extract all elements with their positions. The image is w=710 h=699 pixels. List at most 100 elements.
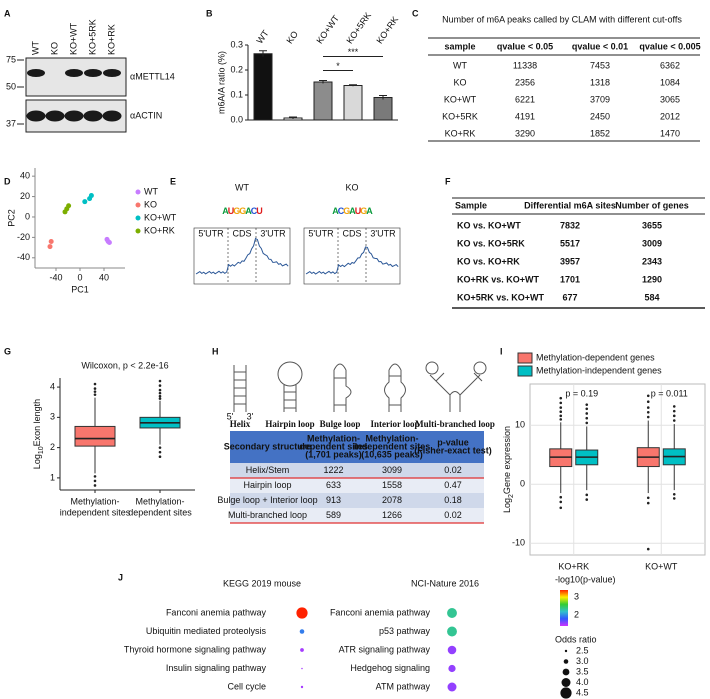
outlier — [93, 387, 97, 390]
outlier — [93, 393, 97, 396]
motif-logo: AUGGACU — [222, 206, 262, 216]
y-label-text: Exon length — [32, 399, 42, 447]
motif-letter: A — [349, 206, 356, 216]
table-header: (10,635 peaks) — [361, 449, 423, 459]
table-header: Differential m6A sites — [524, 200, 616, 210]
table-cell: 1470 — [660, 128, 680, 138]
outlier — [559, 410, 563, 414]
table-row-bg — [230, 493, 484, 508]
size-legend-dot — [563, 659, 569, 664]
table-header-bg — [230, 431, 484, 463]
table-header: independent sites — [354, 441, 431, 451]
outlier — [559, 401, 563, 405]
motif-letter: C — [338, 206, 345, 216]
table-cell: 1084 — [660, 77, 680, 87]
motif-logo: ACGAUGA — [332, 206, 373, 216]
metagene-curve — [305, 246, 399, 275]
region-label: CDS — [342, 228, 361, 238]
blot-band — [102, 110, 122, 122]
panel-title: KEGG 2019 mouse — [223, 578, 301, 588]
blot-membrane — [25, 57, 127, 97]
motif-title: KO — [345, 182, 358, 192]
region-label: 5'UTR — [198, 228, 224, 238]
metagene-curve — [195, 237, 289, 275]
panel-letter: A — [4, 8, 11, 18]
size-legend-dot — [564, 649, 568, 653]
point — [48, 238, 54, 244]
region-label: CDS — [232, 228, 251, 238]
blot-band — [83, 110, 103, 122]
x-tick-label: KO+WT — [314, 13, 341, 46]
table-cell: 0.18 — [444, 495, 462, 505]
table-cell: Bulge loop + Interior loop — [217, 495, 317, 505]
antibody-label: αACTIN — [130, 110, 162, 120]
blot-band — [84, 69, 102, 77]
size-legend-dot — [560, 687, 572, 699]
table-cell: KO — [453, 77, 466, 87]
table-header: Number of genes — [615, 200, 689, 210]
term-label: ATM pathway — [376, 681, 431, 691]
table-cell: 0.47 — [444, 480, 462, 490]
outlier — [559, 495, 563, 499]
outlier — [559, 418, 563, 421]
colorbar-tick-label: 3 — [574, 592, 579, 602]
table-cell: 3099 — [382, 465, 402, 475]
size-legend-label: 4.0 — [576, 677, 589, 687]
motif-title: WT — [235, 182, 249, 192]
x-axis-label: PC1 — [71, 284, 89, 294]
error-bar — [289, 116, 297, 119]
table-cell: 3655 — [642, 220, 662, 230]
point — [66, 203, 72, 209]
table-cell: KO vs. KO+5RK — [457, 238, 525, 248]
table-cell: 7453 — [590, 60, 610, 70]
structure-drawing — [473, 361, 487, 375]
colorbar — [560, 590, 568, 626]
table-cell: 584 — [644, 292, 659, 302]
outlier — [585, 407, 589, 411]
table-cell: Multi-branched loop — [228, 510, 307, 520]
table-header: qvalue < 0.005 — [639, 41, 700, 51]
x-tick-label: KO+RK — [374, 15, 400, 46]
table-title: Number of m6A peaks called by CLAM with … — [442, 14, 682, 24]
legend-label: WT — [144, 186, 158, 196]
panel-letter: G — [4, 346, 11, 356]
y-axis-label: Log10Exon length — [32, 399, 45, 469]
outlier — [158, 450, 162, 454]
panel-letter: D — [4, 176, 11, 186]
y-tick-label: 3 — [50, 412, 55, 422]
y-tick-label: 0.0 — [230, 114, 243, 124]
antibody-label: αMETTL14 — [130, 71, 175, 81]
motif-letter: G — [360, 206, 367, 216]
table-header: Secondary structure — [224, 441, 312, 451]
error-bar — [349, 84, 357, 87]
mw-marker: 75 — [6, 54, 16, 64]
lane-label: KO+5RK — [87, 19, 97, 55]
motif-letter: C — [251, 206, 258, 216]
outlier — [646, 496, 650, 500]
outlier — [646, 411, 650, 414]
table-header: (Fisher-exact test) — [414, 445, 492, 455]
table-cell: WT — [453, 60, 467, 70]
legend-label: KO+RK — [144, 225, 175, 235]
chart-title: Wilcoxon, p < 2.2e-16 — [81, 360, 168, 370]
outlier — [585, 421, 589, 425]
outlier — [646, 547, 650, 551]
motif-letter: G — [343, 206, 350, 216]
outlier — [646, 406, 650, 409]
table-row-bg — [230, 463, 484, 478]
motif-letter: U — [256, 206, 262, 216]
x-tick-label: WT — [254, 28, 271, 46]
y-tick-label: -40 — [17, 252, 30, 262]
term-label: Thyroid hormone signaling pathway — [124, 644, 267, 654]
table-cell: 0.02 — [444, 510, 462, 520]
dot — [447, 608, 457, 618]
outlier — [585, 498, 589, 501]
plot-frame — [529, 383, 706, 556]
bar — [313, 81, 333, 121]
bar — [343, 85, 363, 121]
outlier — [93, 484, 97, 487]
motif-letter: G — [233, 206, 240, 216]
x-tick-label: Methylation- — [70, 496, 119, 506]
legend-marker — [135, 228, 141, 234]
